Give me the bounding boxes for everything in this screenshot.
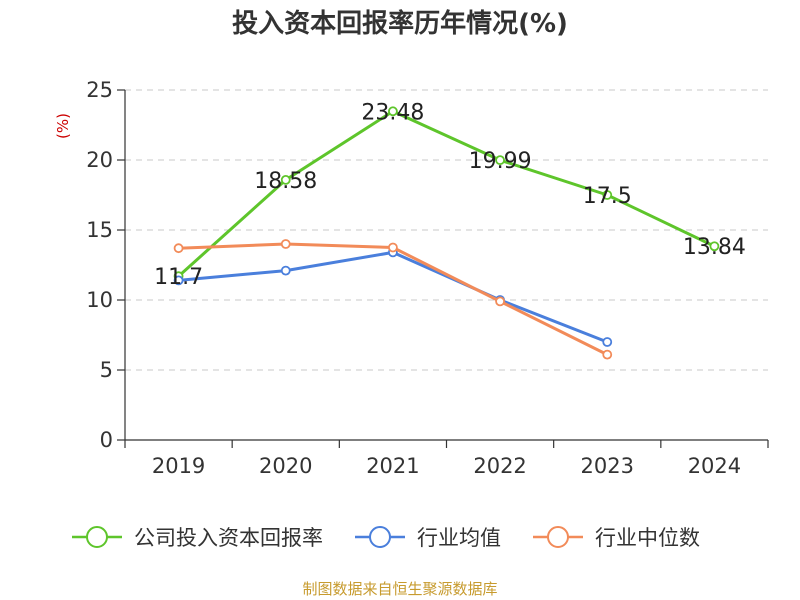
data-label: 17.5 (583, 184, 632, 209)
y-axis-unit-label: (%) (54, 113, 72, 139)
data-point (280, 265, 291, 276)
series-1 (173, 247, 613, 347)
x-tick-label: 2022 (473, 454, 526, 478)
series-line (177, 109, 716, 278)
data-point (602, 337, 613, 347)
data-label: 11.7 (154, 265, 203, 290)
data-point (280, 174, 291, 185)
data-point (173, 243, 184, 254)
series-0 (173, 106, 720, 282)
x-tick-label: 2020 (259, 454, 312, 478)
series-2 (173, 239, 613, 360)
legend-item-1[interactable]: 行业均值 (355, 526, 501, 550)
y-tick-label: 5 (100, 358, 113, 382)
x-tick-label: 2019 (152, 454, 205, 478)
series-line (178, 250, 608, 344)
series-lines (173, 106, 720, 360)
data-point (173, 275, 184, 286)
legend-item-2[interactable]: 行业中位数 (533, 526, 700, 550)
y-tick-label: 15 (86, 218, 113, 242)
legend-swatch-marker (369, 526, 391, 548)
y-tick-label: 20 (86, 148, 113, 172)
x-tick-label: 2024 (688, 454, 741, 478)
data-label: 19.99 (469, 149, 532, 174)
series-line (178, 242, 608, 356)
legend-item-0[interactable]: 公司投入资本回报率 (72, 526, 323, 550)
gridlines (125, 89, 768, 371)
data-point (388, 106, 398, 117)
legend-label: 行业均值 (417, 526, 501, 550)
legend-swatch-marker (86, 526, 108, 548)
data-point (602, 349, 613, 360)
data-labels: 11.7 18.58 23.48 19.99 17.5 13.84 (154, 100, 746, 290)
y-tick-label: 0 (100, 428, 113, 452)
source-note: 制图数据来自恒生聚源数据库 (302, 580, 497, 598)
data-point (388, 242, 398, 253)
data-point (495, 155, 505, 166)
legend-swatch-marker (547, 526, 569, 548)
legend-label: 行业中位数 (595, 526, 700, 550)
data-label: 23.48 (361, 100, 424, 125)
x-tick-label: 2021 (366, 454, 419, 478)
data-label: 13.84 (683, 235, 746, 260)
axes: 0 5 10 15 20 25 2019 2020 2021 2022 2023 2024 (86, 78, 769, 478)
data-point (709, 241, 720, 252)
data-point (280, 239, 291, 249)
data-label: 18.58 (254, 169, 317, 194)
data-point (602, 190, 613, 200)
y-tick-label: 10 (86, 288, 113, 312)
y-tick-label: 25 (86, 78, 113, 102)
legend-label: 公司投入资本回报率 (134, 526, 323, 550)
data-point (495, 296, 505, 307)
x-tick-label: 2023 (581, 454, 634, 478)
chart-title: 投入资本回报率历年情况(%) (232, 8, 568, 39)
legend: 公司投入资本回报率 行业均值 行业中位数 (72, 526, 700, 550)
